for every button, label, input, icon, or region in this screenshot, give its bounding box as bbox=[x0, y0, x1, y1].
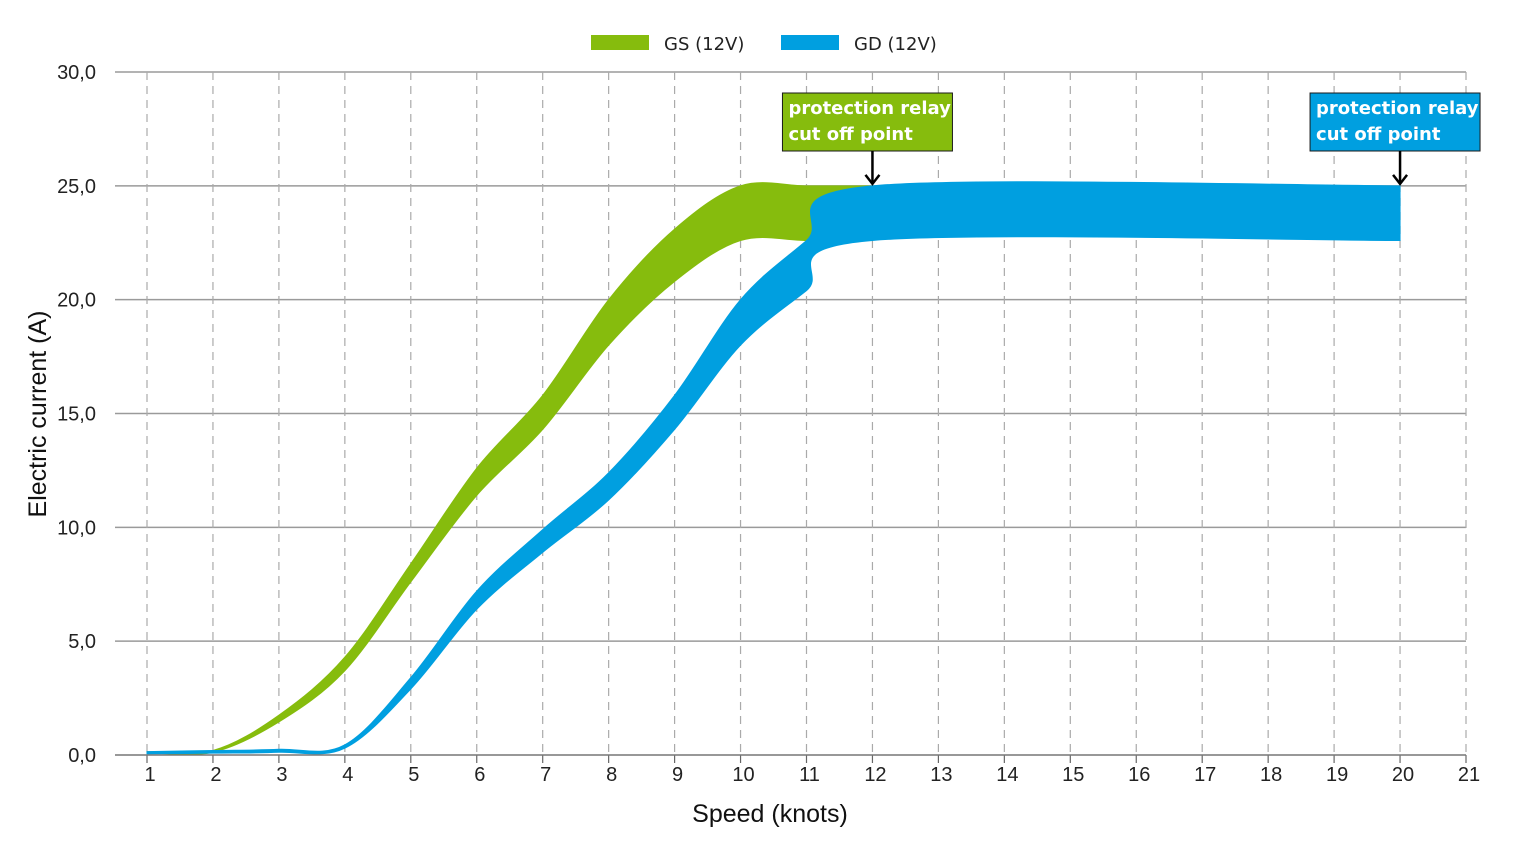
y-tick-label: 15,0 bbox=[57, 404, 96, 426]
x-tick-label: 21 bbox=[1458, 764, 1480, 786]
x-tick-label: 10 bbox=[732, 764, 754, 786]
y-tick-label: 30,0 bbox=[57, 62, 96, 84]
x-tick-label: 4 bbox=[342, 764, 353, 786]
annotation-text: cut off point bbox=[788, 124, 913, 145]
x-tick-label: 8 bbox=[606, 764, 617, 786]
x-tick-label: 6 bbox=[474, 764, 485, 786]
y-tick-label: 0,0 bbox=[68, 745, 96, 767]
x-tick-label: 5 bbox=[408, 764, 419, 786]
legend-swatch bbox=[781, 35, 839, 50]
series-band-gs bbox=[146, 182, 873, 756]
x-tick-label: 9 bbox=[672, 764, 683, 786]
y-tick-label: 25,0 bbox=[57, 176, 96, 198]
axes: 0,05,010,015,020,025,030,01 2 3 4 5 6 7 8 9 10 11 1… bbox=[57, 62, 1480, 786]
x-tick-label: 15 bbox=[1062, 764, 1084, 786]
annotation-box bbox=[1309, 92, 1481, 152]
y-tick-label: 20,0 bbox=[57, 290, 96, 312]
x-tick-label: 16 bbox=[1128, 764, 1150, 786]
x-tick-label: 17 bbox=[1194, 764, 1216, 786]
legend: GS (12V) GD (12V) bbox=[591, 34, 937, 55]
x-axis-title: Speed (knots) bbox=[692, 800, 848, 828]
x-tick-label: 18 bbox=[1260, 764, 1282, 786]
y-tick-label: 5,0 bbox=[68, 631, 96, 653]
x-tick-label: 2 bbox=[210, 764, 221, 786]
x-tick-label: 13 bbox=[930, 764, 952, 786]
x-tick-label: 19 bbox=[1326, 764, 1348, 786]
x-tick-label: 14 bbox=[996, 764, 1018, 786]
x-tick-label: 3 bbox=[276, 764, 287, 786]
x-tick-label: 12 bbox=[864, 764, 886, 786]
x-tick-label: 1 bbox=[144, 764, 155, 786]
y-axis-title: Electric current (A) bbox=[24, 311, 52, 518]
annotation-box bbox=[781, 92, 953, 152]
annotation-text: cut off point bbox=[1316, 124, 1441, 145]
annotation-text: protection relay bbox=[1316, 98, 1479, 119]
annotation-arrowhead bbox=[864, 174, 881, 186]
x-tick-label: 11 bbox=[799, 764, 820, 786]
y-tick-label: 10,0 bbox=[57, 517, 96, 539]
grid bbox=[115, 71, 1467, 755]
legend-label: GD (12V) bbox=[854, 34, 937, 55]
legend-swatch bbox=[591, 35, 649, 50]
x-tick-label: 20 bbox=[1392, 764, 1414, 786]
x-tick-label: 7 bbox=[540, 764, 551, 786]
legend-label: GS (12V) bbox=[664, 34, 744, 55]
annotation-text: protection relay bbox=[788, 98, 951, 119]
series-band-gd bbox=[146, 181, 1401, 755]
series-layer bbox=[146, 181, 1401, 756]
annotation-arrowhead bbox=[1392, 174, 1409, 186]
annotations: protection relay cut off point protection … bbox=[781, 92, 1481, 186]
